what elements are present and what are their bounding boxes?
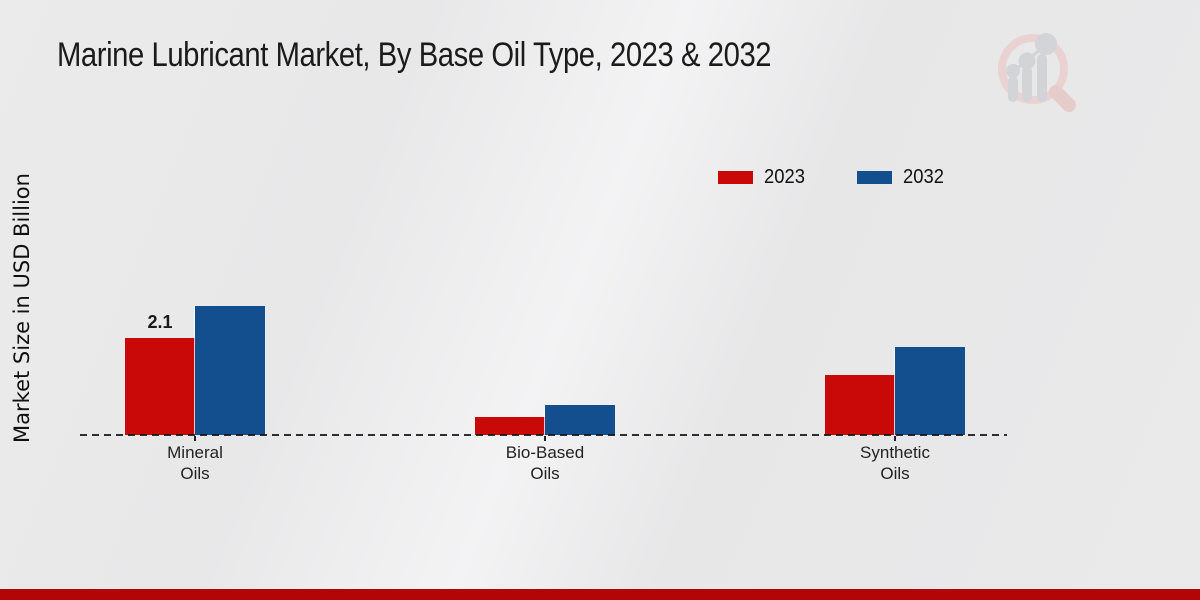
x-axis-baseline: [80, 434, 1007, 436]
legend-label-2032: 2032: [902, 166, 944, 188]
category-label-mineral-oils: Mineral Oils: [167, 443, 223, 484]
footer-accent-bar: [0, 589, 1200, 600]
value-label-mineral-oils-2023: 2.1: [147, 312, 173, 332]
legend-swatch-2032-icon: [856, 171, 892, 184]
bar-2023-mineral-oils[interactable]: [125, 338, 195, 435]
x-axis-tick: [194, 436, 196, 441]
bar-2032-bio-based-oils[interactable]: [545, 405, 615, 435]
legend-item-2032[interactable]: 2032: [856, 166, 948, 189]
legend-item-2023[interactable]: 2023: [718, 166, 809, 189]
x-axis-tick: [544, 436, 546, 441]
bar-2032-mineral-oils[interactable]: [195, 306, 265, 435]
bar-2023-synthetic-oils[interactable]: [825, 375, 895, 435]
legend-swatch-2023-icon: [718, 171, 753, 184]
bar-2023-bio-based-oils[interactable]: [475, 417, 545, 435]
category-label-synthetic-oils: Synthetic Oils: [860, 443, 930, 484]
y-axis-label: Market Size in USD Billion: [10, 173, 34, 443]
category-label-bio-based-oils: Bio-Based Oils: [505, 443, 585, 484]
x-axis-tick: [894, 436, 896, 441]
legend: 2023 2032: [718, 166, 947, 189]
legend-label-2023: 2023: [764, 166, 805, 188]
chart-title: Marine Lubricant Market, By Base Oil Typ…: [57, 36, 772, 74]
magnifier-bar-chart-logo-icon: [998, 33, 1076, 112]
bar-2032-synthetic-oils[interactable]: [895, 347, 965, 435]
